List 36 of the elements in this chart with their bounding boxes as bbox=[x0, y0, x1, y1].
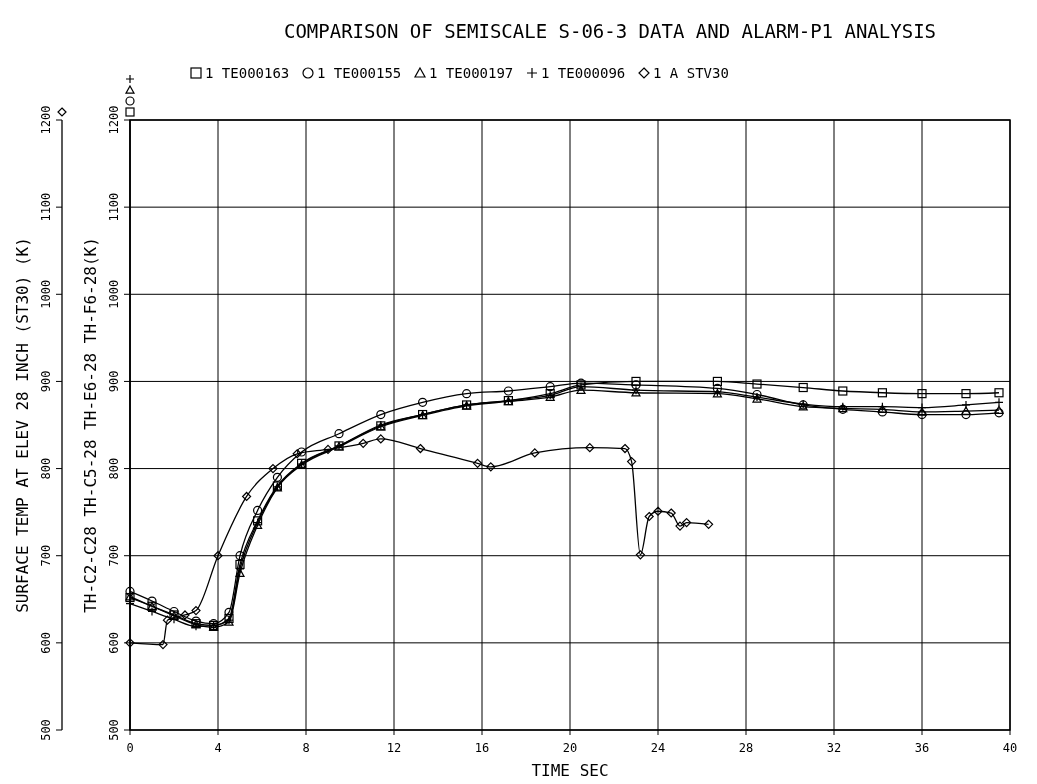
y2-tick-label: 1100 bbox=[107, 192, 121, 222]
x-axis-title: TIME SEC bbox=[531, 761, 609, 780]
y2-tick-label: 800 bbox=[107, 457, 121, 480]
legend-label: 1 A STV30 bbox=[653, 65, 729, 81]
y-tick-label: 600 bbox=[39, 632, 53, 654]
y2-tick-label: 900 bbox=[107, 370, 121, 393]
x-tick-label: 40 bbox=[1002, 741, 1018, 755]
y2-tick-label: 1200 bbox=[107, 105, 121, 135]
legend-label: 1 TE000163 bbox=[205, 65, 290, 81]
chart-title: COMPARISON OF SEMISCALE S-06-3 DATA AND ALARM-P1 ANALYSIS bbox=[283, 20, 937, 42]
y-tick-label: 1100 bbox=[39, 192, 53, 222]
y-tick-label: 1000 bbox=[39, 279, 53, 309]
x-tick-label: 8 bbox=[302, 741, 310, 755]
y-tick-label: 1200 bbox=[39, 105, 53, 135]
y2-tick-label: 600 bbox=[107, 632, 121, 654]
x-tick-label: 12 bbox=[386, 741, 402, 755]
y-tick-label: 500 bbox=[39, 719, 53, 741]
x-tick-label: 36 bbox=[914, 741, 930, 755]
x-tick-label: 16 bbox=[474, 741, 490, 755]
y2-tick-label: 700 bbox=[107, 544, 121, 567]
y-tick-label: 900 bbox=[39, 370, 53, 393]
x-tick-label: 28 bbox=[738, 741, 754, 755]
y-tick-label: 800 bbox=[39, 457, 53, 480]
y-axis-title: SURFACE TEMP AT ELEV 28 INCH (ST30) (K) bbox=[12, 237, 32, 613]
x-tick-label: 24 bbox=[650, 741, 666, 755]
y2-tick-label: 1000 bbox=[107, 279, 121, 309]
x-tick-label: 0 bbox=[126, 741, 134, 755]
legend-label: 1 TE000155 bbox=[317, 65, 402, 81]
x-tick-label: 20 bbox=[562, 741, 578, 755]
x-tick-label: 32 bbox=[826, 741, 842, 755]
y2-axis-title: TH-C2-C28 TH-C5-28 TH-E6-28 TH-F6-28(K) bbox=[80, 237, 100, 613]
x-tick-label: 4 bbox=[214, 741, 222, 755]
y2-tick-label: 500 bbox=[107, 719, 121, 741]
legend-label: 1 TE000096 bbox=[541, 65, 626, 81]
y-tick-label: 700 bbox=[39, 544, 53, 567]
legend-label: 1 TE000197 bbox=[429, 65, 514, 81]
